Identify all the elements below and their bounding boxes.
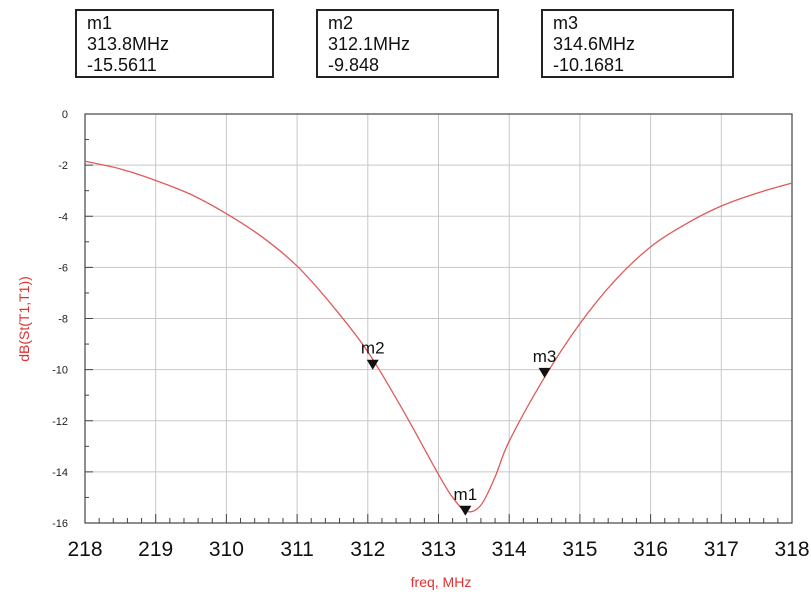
y-tick-label: -4 [58, 211, 68, 223]
y-tick-label: -2 [58, 160, 68, 172]
x-tick-label: 314 [492, 538, 527, 561]
y-tick-label: -16 [52, 518, 68, 530]
marker-readout-freq: 313.8MHz [87, 34, 170, 54]
marker-readout-m2: m2 312.1MHz -9.848 [316, 9, 499, 78]
curve-markers: m1 m2 m3 [361, 339, 556, 516]
marker-triangle-m3 [538, 367, 551, 378]
y-tick-label: -12 [52, 416, 68, 428]
marker-readout-name: m2 [328, 13, 354, 33]
marker-label-m1: m1 [454, 485, 478, 504]
marker-readout-freq: 312.1MHz [328, 34, 411, 54]
marker-label-m3: m3 [533, 347, 557, 366]
x-tick-label: 218 [67, 538, 102, 561]
x-tick-label: 315 [562, 538, 597, 561]
marker-readout-freq: 314.6MHz [553, 34, 636, 54]
plot-frame [84, 113, 793, 524]
tick-labels: 218 219 310 311 312 313 314 315 316 317 318 0 -2 -4 -6… [52, 109, 809, 561]
marker-label-m2: m2 [361, 339, 385, 358]
marker-readout-value: -10.1681 [553, 55, 625, 75]
marker-readout-m1: m1 313.8MHz -15.5611 [75, 9, 274, 78]
marker-readout-value: -9.848 [328, 55, 380, 75]
x-tick-label: 312 [350, 538, 385, 561]
x-tick-label: 311 [280, 538, 313, 561]
marker-readout-m3: m3 314.6MHz -10.1681 [541, 9, 734, 78]
marker-readout-name: m1 [87, 13, 113, 33]
x-tick-label: 318 [774, 538, 809, 561]
x-tick-label: 219 [138, 538, 173, 561]
marker-triangle-m2 [366, 359, 379, 370]
y-tick-label: -10 [52, 365, 68, 377]
grid [85, 114, 792, 523]
x-tick-label: 317 [704, 538, 739, 561]
y-tick-label: -6 [58, 262, 68, 274]
x-tick-label: 313 [421, 538, 456, 561]
y-tick-label: 0 [62, 109, 68, 121]
y-tick-label: -14 [52, 467, 68, 479]
marker-readout-value: -15.5611 [87, 55, 157, 75]
x-tick-label: 316 [633, 538, 668, 561]
y-axis-label: dB(St(T1,T1)) [16, 276, 32, 362]
y-tick-label: -8 [58, 314, 68, 326]
marker-triangle-m1 [459, 505, 472, 516]
x-tick-label: 310 [209, 538, 244, 561]
marker-readout-name: m3 [553, 13, 579, 33]
x-axis-label: freq, MHz [411, 574, 472, 590]
